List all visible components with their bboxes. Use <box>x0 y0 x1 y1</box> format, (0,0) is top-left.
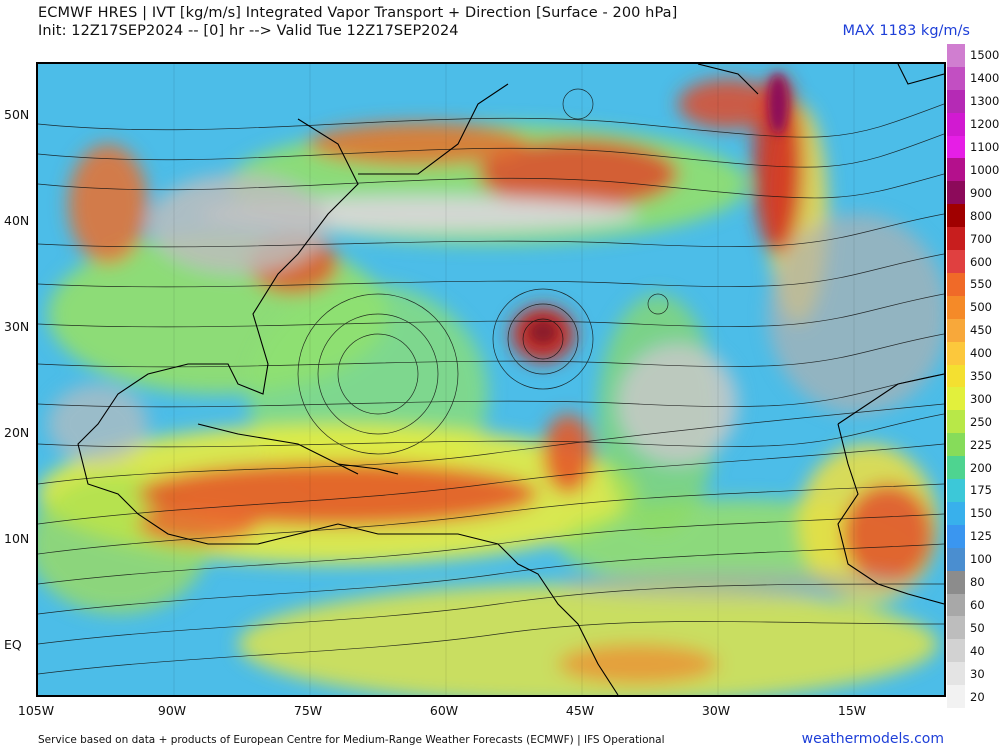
colorbar-label: 225 <box>970 437 992 452</box>
lon-label-75w: 75W <box>293 703 323 718</box>
colorbar-swatch <box>947 639 965 663</box>
ivt-field <box>38 64 944 695</box>
site-link[interactable]: weathermodels.com <box>801 731 944 747</box>
lon-label-15w: 15W <box>837 703 867 718</box>
colorbar-swatch <box>947 204 965 228</box>
colorbar-label: 150 <box>970 506 992 521</box>
colorbar-swatch <box>947 547 965 572</box>
colorbar-swatch <box>947 387 965 411</box>
map-title: ECMWF HRES | IVT [kg/m/s] Integrated Vap… <box>38 5 678 21</box>
colorbar-swatch <box>947 44 965 68</box>
colorbar-swatch <box>947 341 965 366</box>
colorbar-swatch <box>947 479 965 503</box>
lon-label-45w: 45W <box>565 703 595 718</box>
colorbar-swatch <box>947 318 965 343</box>
lon-label-105w: 105W <box>17 703 55 718</box>
colorbar-label: 700 <box>970 231 992 246</box>
max-value-label: MAX 1183 kg/m/s <box>842 23 970 39</box>
colorbar-label: 50 <box>970 620 985 635</box>
colorbar-swatch <box>947 570 965 594</box>
lat-label-50n: 50N <box>4 107 30 122</box>
colorbar-label: 450 <box>970 323 992 338</box>
colorbar-swatch <box>947 227 965 251</box>
colorbar-label: 30 <box>970 666 985 681</box>
colorbar-swatch <box>947 158 965 182</box>
colorbar-swatch <box>947 662 965 686</box>
colorbar-label: 1500 <box>970 48 1000 63</box>
colorbar-swatch <box>947 593 965 617</box>
lat-label-40n: 40N <box>4 213 30 228</box>
colorbar-swatch <box>947 501 965 526</box>
colorbar-label: 500 <box>970 300 992 315</box>
colorbar-label: 125 <box>970 529 992 544</box>
colorbar-swatch <box>947 524 965 549</box>
colorbar-swatch <box>947 616 965 640</box>
colorbar-label: 250 <box>970 414 992 429</box>
colorbar-label: 60 <box>970 597 985 612</box>
colorbar-label: 40 <box>970 643 985 658</box>
lon-label-90w: 90W <box>157 703 187 718</box>
colorbar-label: 80 <box>970 575 985 590</box>
colorbar-swatch <box>947 295 965 320</box>
colorbar-swatch <box>947 89 965 114</box>
lat-label-30n: 30N <box>4 319 30 334</box>
colorbar-swatch <box>947 433 965 457</box>
colorbar-label: 350 <box>970 369 992 383</box>
colorbar-label: 1200 <box>970 117 1000 132</box>
lon-label-60w: 60W <box>429 703 459 718</box>
colorbar-swatch <box>947 456 965 480</box>
colorbar-label: 200 <box>970 460 992 475</box>
footer-credit: Service based on data + products of Euro… <box>38 734 665 746</box>
colorbar-label: 175 <box>970 483 992 498</box>
colorbar-label: 400 <box>970 346 992 361</box>
colorbar-label: 1100 <box>970 140 1000 155</box>
colorbar-label: 1400 <box>970 71 1000 86</box>
colorbar-swatch <box>947 112 965 137</box>
colorbar-label: 600 <box>970 254 992 269</box>
colorbar-label: 300 <box>970 391 992 406</box>
lat-label-eq: EQ <box>4 637 22 652</box>
colorbar-label: 1300 <box>970 94 1000 109</box>
lat-label-20n: 20N <box>4 425 30 440</box>
colorbar-swatch <box>947 272 965 297</box>
ivt-map <box>36 62 946 697</box>
lat-label-10n: 10N <box>4 531 30 546</box>
colorbar-label: 1000 <box>970 162 1000 177</box>
colorbar-label: 20 <box>970 689 985 704</box>
colorbar-label: 900 <box>970 185 992 200</box>
colorbar-swatch <box>947 181 965 205</box>
colorbar-swatch <box>947 250 965 274</box>
colorbar-label: 100 <box>970 552 992 567</box>
colorbar <box>947 44 965 709</box>
colorbar-label: 800 <box>970 208 992 223</box>
lon-label-30w: 30W <box>701 703 731 718</box>
colorbar-swatch <box>947 66 965 91</box>
colorbar-swatch <box>947 410 965 434</box>
colorbar-swatch <box>947 685 965 709</box>
colorbar-swatch <box>947 135 965 159</box>
colorbar-swatch <box>947 364 965 388</box>
init-valid-line: Init: 12Z17SEP2024 -- [0] hr --> Valid T… <box>38 23 459 39</box>
colorbar-label: 550 <box>970 277 992 292</box>
